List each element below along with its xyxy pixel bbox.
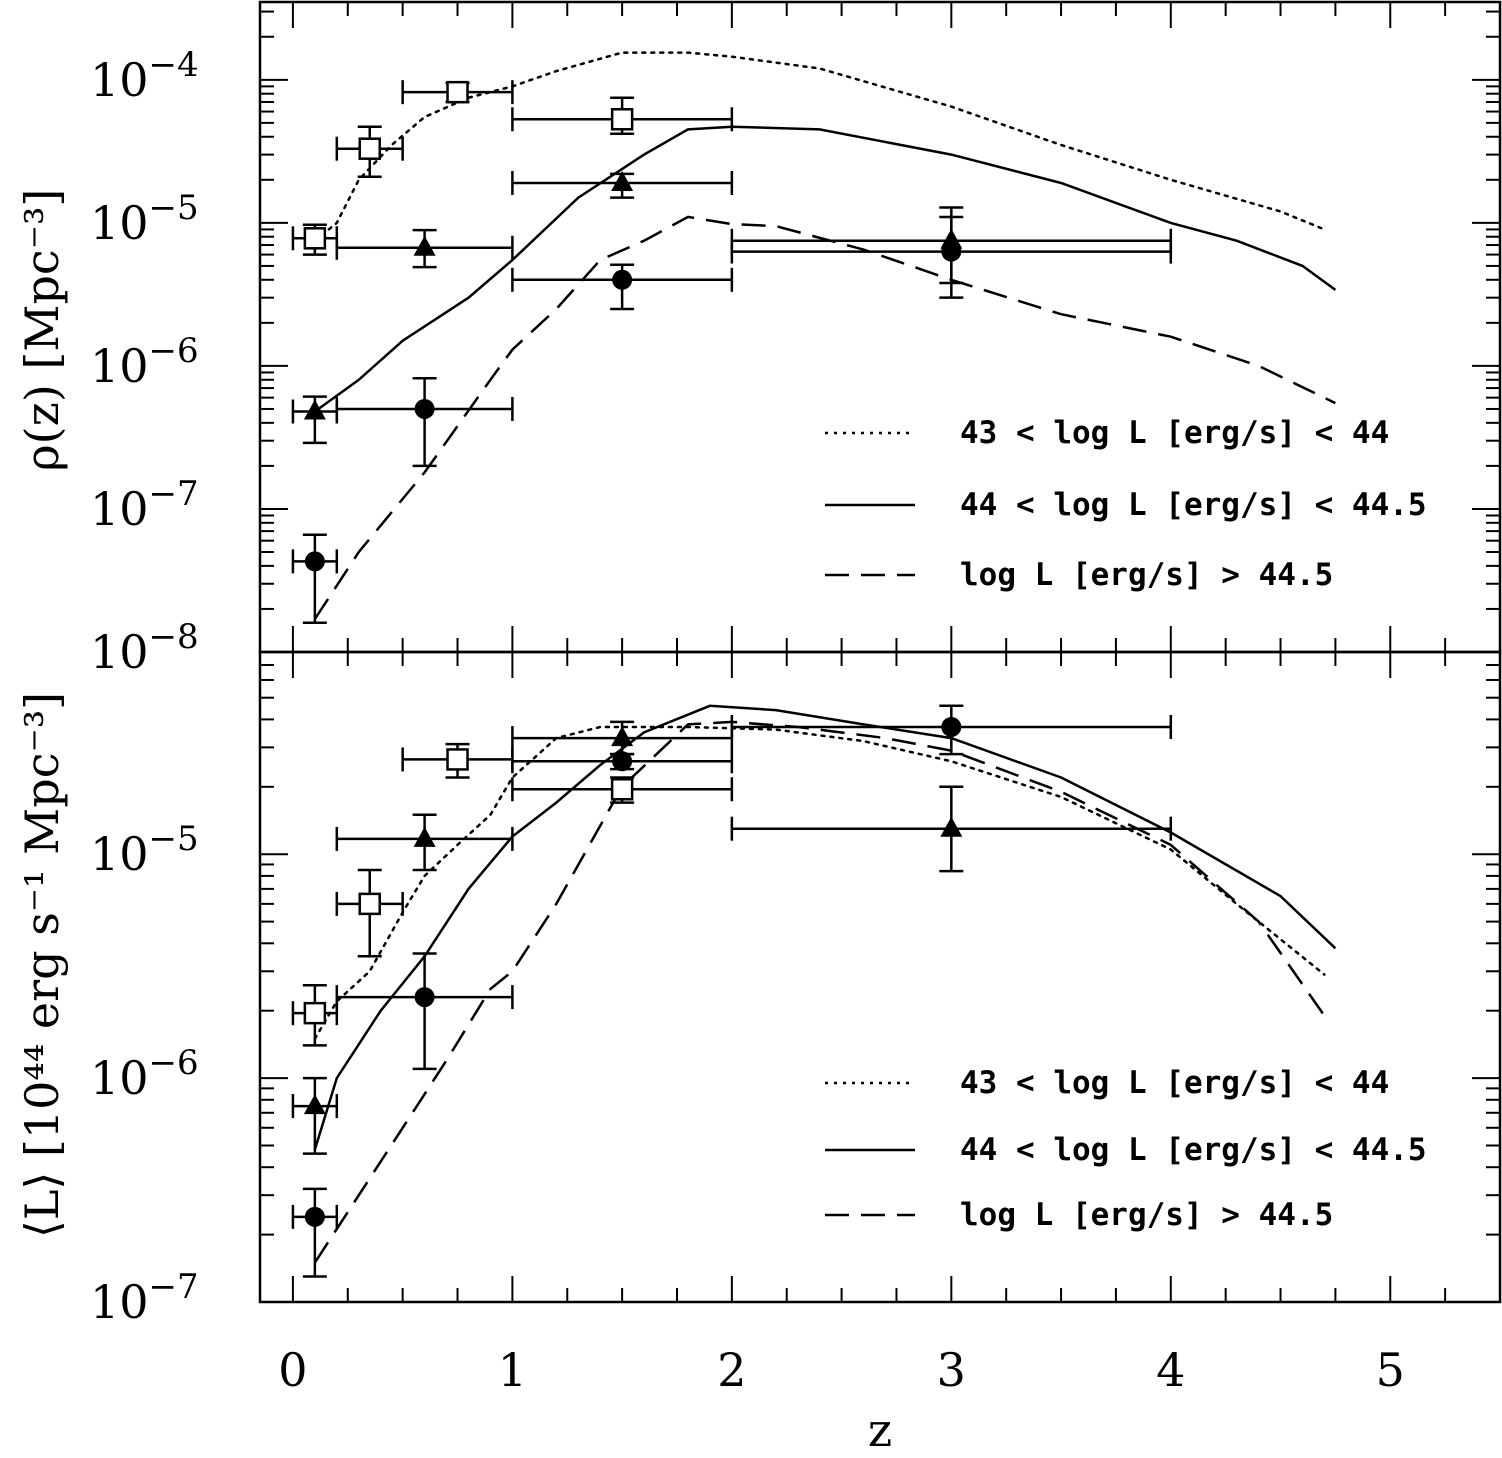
top-panel: 10−8 10−7 10−6 10−5 10−4 43 < log L [erg/s] <… [90,0,1502,679]
series-line-dashed [313,720,1326,1264]
series-line-dotted [313,725,1326,1040]
series-line-dashed [313,215,1336,620]
y-tick-label: 10−6 [90,1043,199,1105]
data-point-square [358,892,381,916]
data-point-square [610,108,634,131]
legend-label: 44 < log L [erg/s] < 44.5 [960,1132,1427,1168]
x-tick-label: 4 [1156,1343,1185,1397]
data-point-triangle [611,726,634,747]
plot-frame [258,0,1502,654]
x-tick-label: 1 [498,1343,527,1397]
legend-label: log L [erg/s] > 44.5 [960,557,1333,593]
legend-label: 43 < log L [erg/s] < 44 [960,415,1389,451]
data-point-square [303,227,327,250]
series-line-solid [314,125,1337,413]
x-tick-labels: 0 1 2 3 4 5 [278,1343,1405,1397]
data-point-square [303,1001,327,1025]
data-point-square [446,80,469,104]
y-tick-label: 10−7 [90,1267,199,1329]
x-axis-title: z [868,1403,892,1457]
x-tick-label: 3 [937,1343,966,1397]
data-point-circle [941,241,962,262]
data-point-triangle [413,826,436,847]
data-point-circle [414,987,435,1008]
legend-label: 43 < log L [erg/s] < 44 [960,1065,1389,1101]
legend-label: 44 < log L [erg/s] < 44.5 [960,487,1427,523]
data-point-circle [612,751,633,772]
data-point-triangle [413,235,436,256]
data-point-circle [304,551,325,572]
series-line-dotted [313,51,1326,242]
bottom-y-axis-title: ⟨L⟩ [10⁴⁴ erg s⁻¹ Mpc⁻³] [15,692,69,1238]
y-tick-label: 10−7 [90,474,199,536]
data-point-square [610,778,634,801]
data-point-circle [304,1206,325,1227]
x-tick-label: 0 [278,1343,307,1397]
x-tick-label: 5 [1376,1343,1405,1397]
y-tick-label: 10−4 [90,45,199,107]
x-tick-label: 2 [717,1343,746,1397]
plot-frame [258,650,1502,1304]
data-point-triangle [940,816,963,837]
y-tick-label: 10−5 [90,819,199,881]
top-y-axis-title: ρ(z) [Mpc⁻³] [15,189,69,472]
data-point-triangle [611,170,634,191]
data-point-triangle [303,1094,326,1115]
series-line-solid [313,704,1337,1150]
y-tick-label: 10−8 [90,617,199,679]
legend-label: log L [erg/s] > 44.5 [960,1197,1333,1233]
y-tick-label: 10−5 [90,188,199,250]
y-tick-label: 10−6 [90,331,199,393]
data-point-circle [414,398,435,419]
data-point-circle [612,269,633,290]
bottom-panel: 10−7 10−6 10−5 43 < log L [erg/s] < 44 44 < … [90,650,1502,1329]
data-point-square [446,748,469,771]
data-point-triangle [303,399,326,420]
data-point-circle [941,716,962,737]
data-point-square [358,137,381,160]
